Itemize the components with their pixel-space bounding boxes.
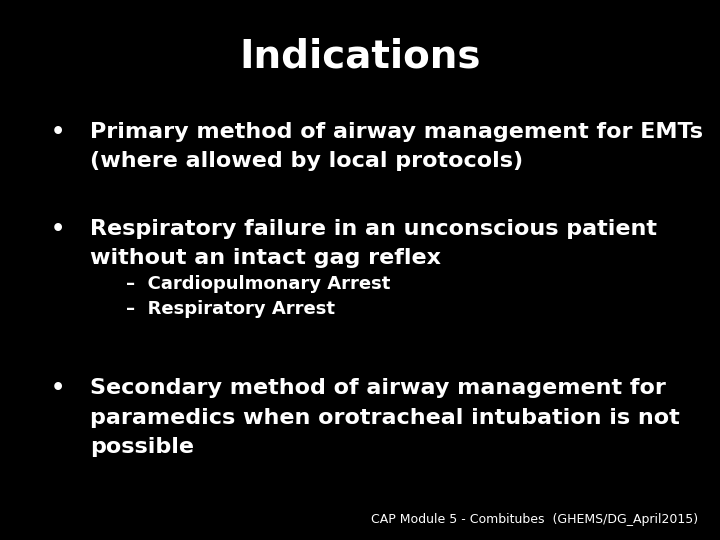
Text: •: •	[50, 219, 65, 239]
Text: •: •	[50, 122, 65, 141]
Text: –  Respiratory Arrest: – Respiratory Arrest	[126, 300, 335, 318]
Text: Primary method of airway management for EMTs: Primary method of airway management for …	[90, 122, 703, 141]
Text: (where allowed by local protocols): (where allowed by local protocols)	[90, 151, 523, 171]
Text: Secondary method of airway management for: Secondary method of airway management fo…	[90, 378, 666, 398]
Text: paramedics when orotracheal intubation is not: paramedics when orotracheal intubation i…	[90, 408, 680, 428]
Text: –  Cardiopulmonary Arrest: – Cardiopulmonary Arrest	[126, 275, 390, 293]
Text: CAP Module 5 - Combitubes  (GHEMS/DG_April2015): CAP Module 5 - Combitubes (GHEMS/DG_Apri…	[372, 514, 698, 526]
Text: Indications: Indications	[239, 38, 481, 76]
Text: without an intact gag reflex: without an intact gag reflex	[90, 248, 441, 268]
Text: possible: possible	[90, 437, 194, 457]
Text: •: •	[50, 378, 65, 398]
Text: Respiratory failure in an unconscious patient: Respiratory failure in an unconscious pa…	[90, 219, 657, 239]
